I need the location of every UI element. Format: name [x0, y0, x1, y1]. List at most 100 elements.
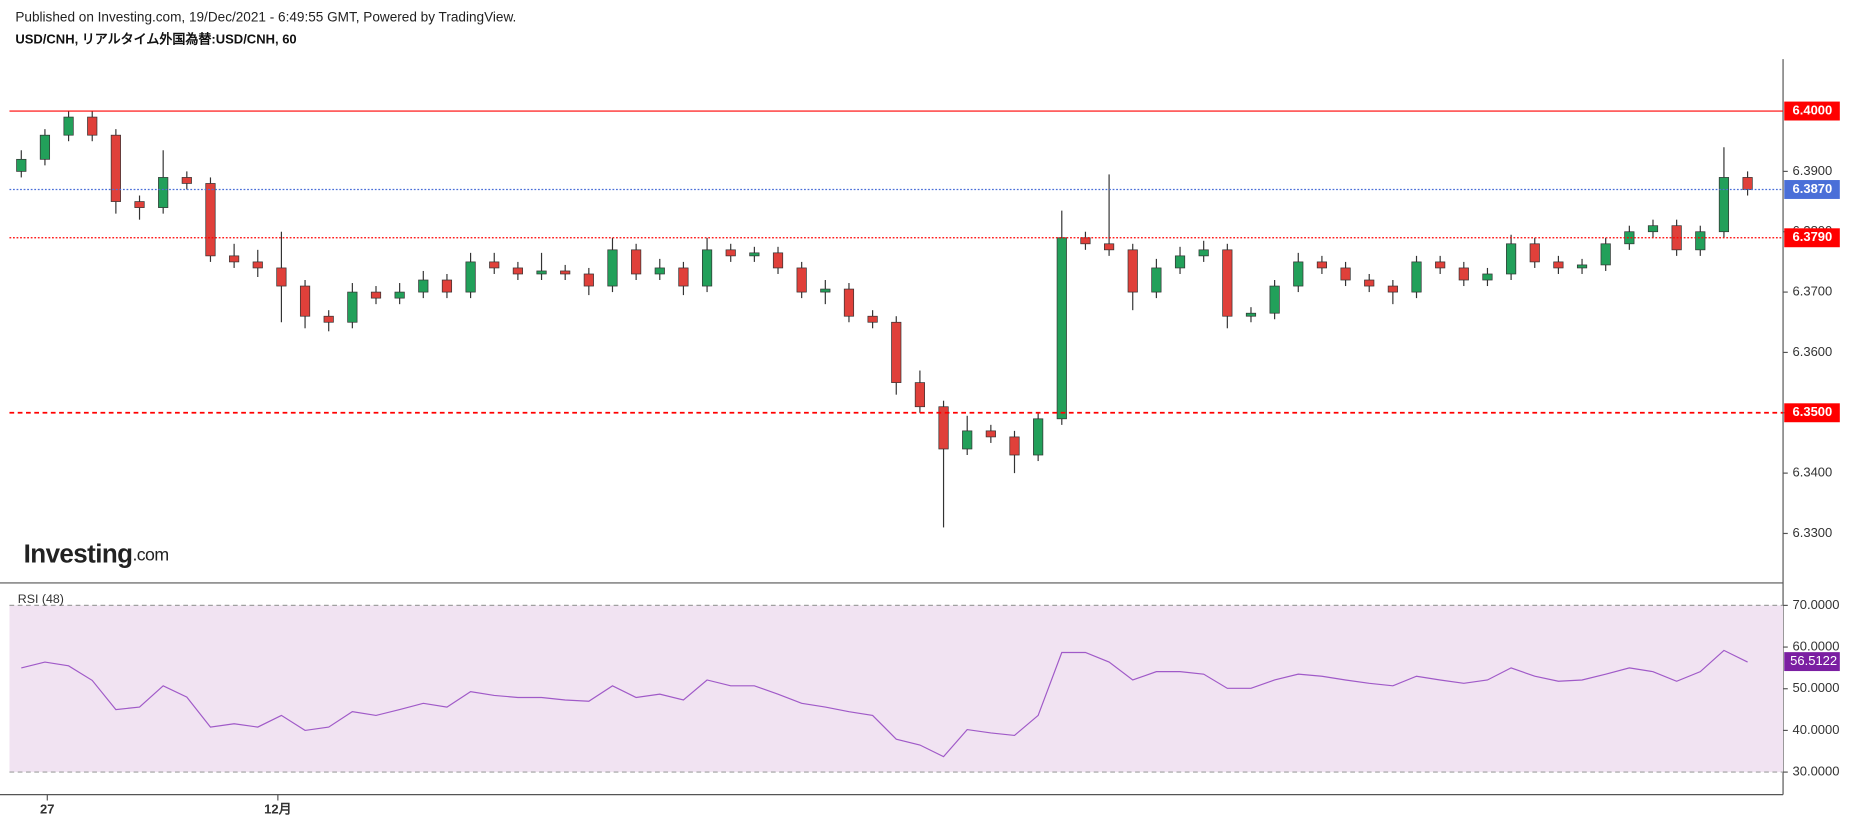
y-tick-label: 6.3400: [1793, 465, 1833, 480]
candle-body: [229, 255, 240, 263]
price-label-box: [1784, 101, 1840, 121]
candle-body: [1316, 261, 1328, 269]
candle-body: [583, 273, 594, 287]
candle-body: [1695, 231, 1706, 251]
candle-body: [914, 382, 925, 408]
rsi-title: RSI (48): [18, 592, 64, 606]
candle-body: [252, 261, 263, 269]
candle-body: [1080, 237, 1091, 245]
price-label-box: [1784, 180, 1840, 199]
logo-text: Investing: [24, 539, 133, 569]
candle-body: [1529, 243, 1540, 263]
candle-body: [725, 249, 736, 257]
candle-body: [158, 177, 169, 208]
candle-body: [1624, 231, 1635, 245]
candle-body: [489, 261, 500, 269]
candle-body: [1245, 312, 1257, 317]
candle-body: [16, 158, 27, 172]
last-value-label: 56.5122: [1790, 653, 1837, 668]
candle-body: [441, 279, 453, 293]
price-label-box: [1784, 228, 1840, 248]
candle-body: [654, 267, 665, 275]
candle-body: [39, 134, 51, 160]
candle-body: [299, 285, 311, 317]
y-tick-label: 60.0000: [1793, 638, 1840, 653]
y-tick-label: 6.3900: [1793, 163, 1833, 178]
candle-body: [512, 267, 523, 275]
candle-body: [370, 291, 382, 299]
candle-body: [1506, 243, 1517, 275]
candle-body: [418, 279, 429, 293]
candle-body: [1482, 273, 1493, 281]
y-tick-label: 70.0000: [1793, 597, 1840, 612]
candle-body: [796, 267, 807, 293]
candle-body: [1647, 225, 1659, 233]
y-tick-label: 6.3700: [1793, 284, 1833, 299]
candle-body: [1364, 279, 1375, 287]
x-tick-label: 27: [40, 801, 54, 816]
candle-body: [1198, 249, 1209, 257]
logo: Investing.com: [24, 539, 169, 569]
candle-body: [1718, 177, 1730, 233]
candle-body: [772, 252, 784, 269]
candle-body: [1127, 249, 1138, 293]
logo-suffix: .com: [132, 544, 168, 564]
candle-body: [1033, 418, 1044, 456]
candle-body: [1056, 237, 1067, 420]
candle-body: [1293, 261, 1304, 287]
candle-body: [1340, 267, 1351, 281]
candle-body: [134, 201, 145, 208]
candle-body: [110, 134, 121, 202]
y-tick-label: 6.3300: [1793, 525, 1833, 540]
candle-body: [1742, 177, 1753, 190]
y-tick-label: 50.0000: [1793, 680, 1840, 695]
candle-body: [1553, 261, 1564, 269]
candle-body: [1435, 261, 1446, 269]
candle-body: [1174, 255, 1186, 269]
y-tick-label: 40.0000: [1793, 722, 1840, 737]
price-label: 6.3870: [1793, 181, 1833, 196]
candle-body: [87, 116, 98, 136]
candle-body: [820, 288, 831, 293]
candle-body: [701, 249, 713, 287]
candle-body: [843, 288, 855, 317]
price-label: 6.3790: [1793, 229, 1833, 244]
price-label: 6.3500: [1793, 404, 1833, 419]
x-tick-label: 12月: [264, 801, 291, 816]
candle-body: [1104, 243, 1115, 251]
candle-body: [985, 430, 996, 438]
candle-body: [678, 267, 689, 287]
candle-body: [1269, 285, 1280, 314]
price-label-box: [1784, 403, 1840, 423]
candle-body: [962, 430, 973, 450]
candle-body: [536, 270, 547, 275]
candle-body: [1600, 243, 1611, 266]
rsi-band: [9, 605, 1784, 773]
candle-body: [1387, 285, 1398, 293]
candle-body: [631, 249, 642, 275]
price-label: 6.4000: [1793, 102, 1833, 117]
candle-body: [938, 406, 949, 450]
y-tick-label: 6.3600: [1793, 344, 1833, 359]
chart-title: USD/CNH, リアルタイム外国為替:USD/CNH, 60: [15, 32, 296, 47]
rsi-line: [21, 649, 1748, 758]
y-tick-label: 30.0000: [1793, 764, 1840, 779]
candle-body: [465, 261, 476, 293]
candle-body: [181, 177, 192, 184]
candle-body: [1151, 267, 1162, 293]
candle-body: [323, 315, 334, 323]
candle-body: [607, 249, 618, 287]
candle-body: [891, 321, 902, 383]
candle-body: [749, 252, 760, 257]
candle-body: [560, 270, 571, 275]
candle-body: [1576, 264, 1588, 269]
candle-body: [63, 116, 74, 136]
candle-body: [276, 267, 287, 287]
published-note: Published on Investing.com, 19/Dec/2021 …: [15, 9, 516, 24]
candle-body: [1458, 267, 1469, 281]
last-value-box: [1784, 652, 1840, 672]
candle-body: [1411, 261, 1422, 293]
candle-body: [1222, 249, 1233, 317]
candle-body: [347, 291, 358, 323]
